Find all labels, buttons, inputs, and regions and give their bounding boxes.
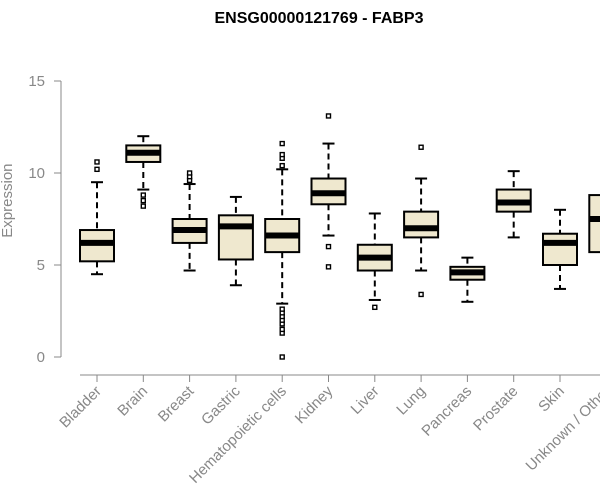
x-tick-label: Pancreas (418, 383, 475, 440)
outlier-point (140, 203, 147, 209)
chart-title: ENSG00000121769 - FABP3 (214, 10, 423, 27)
boxes-group (79, 113, 600, 360)
x-tick-label: Prostate (470, 383, 522, 435)
x-tick-label: Brain (114, 383, 151, 420)
outlier-point (372, 304, 378, 311)
outlier-point (279, 140, 285, 147)
y-axis-label: Expression (0, 163, 16, 237)
outlier-point (325, 243, 332, 250)
box-hematopoietic-cells (264, 140, 301, 360)
box-lung (403, 144, 440, 298)
box-kidney (310, 113, 347, 270)
iqr-box (542, 232, 578, 267)
axes: 0 5 10 15 (28, 73, 600, 382)
x-tick-label: Lung (393, 383, 429, 419)
outlier-point (418, 291, 424, 298)
outlier-point (186, 170, 193, 176)
outlier-point (325, 113, 332, 119)
y-tick-label: 5 (37, 257, 45, 274)
outlier-point (94, 159, 100, 165)
outlier-point (140, 197, 147, 204)
x-tick-label: Breast (155, 382, 198, 425)
iqr-box (588, 194, 600, 254)
outlier-point (418, 144, 424, 150)
x-tick-label: Liver (348, 383, 383, 418)
box-skin (542, 208, 578, 290)
box-gastric (217, 195, 254, 287)
outlier-point (279, 162, 285, 169)
x-tick-label: Kidney (292, 382, 337, 427)
box-liver (356, 212, 393, 311)
iqr-box (403, 210, 440, 239)
outlier-point (140, 192, 147, 198)
y-tick-label: 0 (37, 349, 45, 366)
box-prostate (495, 170, 532, 239)
x-tick-label: Bladder (56, 383, 105, 432)
x-tick-label: Gastric (198, 382, 244, 428)
box-brain (125, 135, 162, 209)
box-pancreas (449, 256, 486, 303)
outlier-point (279, 326, 285, 333)
x-tick-label: Skin (535, 383, 568, 416)
box-bladder (79, 159, 115, 276)
outlier-point (325, 264, 332, 270)
box-breast (171, 170, 208, 272)
box-unknown-other (588, 194, 600, 254)
iqr-box (217, 214, 254, 261)
outlier-point (279, 151, 285, 158)
outlier-point (94, 166, 100, 173)
outlier-point (279, 306, 285, 312)
y-tick-label: 15 (28, 73, 45, 90)
outlier-point (279, 354, 285, 360)
y-tick-label: 10 (28, 165, 45, 182)
